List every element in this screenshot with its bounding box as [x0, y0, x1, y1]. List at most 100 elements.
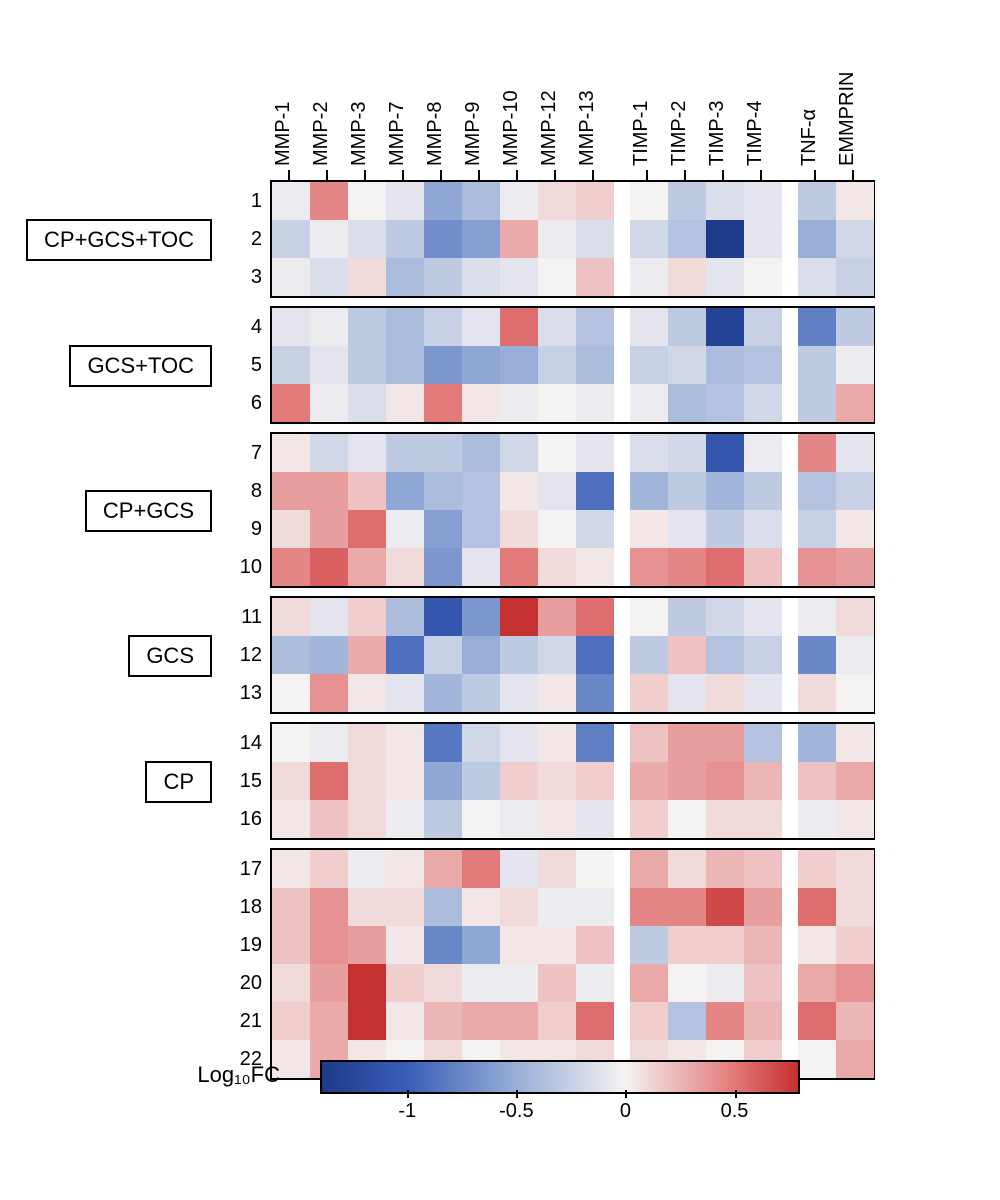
column-tick	[814, 170, 816, 180]
heatmap-cell	[462, 964, 500, 1002]
heatmap-cell	[744, 964, 782, 1002]
heatmap-cell	[386, 258, 424, 296]
heatmap-cell	[630, 724, 668, 762]
heatmap-cell	[462, 926, 500, 964]
row-label: 5	[222, 346, 262, 384]
heatmap-row: 18	[272, 888, 873, 926]
heatmap-cell	[706, 384, 744, 422]
heatmap-cell	[538, 800, 576, 838]
heatmap-cell	[744, 1002, 782, 1040]
column-label: EMMPRIN	[836, 72, 859, 166]
heatmap-cell	[462, 674, 500, 712]
heatmap-cell	[462, 510, 500, 548]
colorbar: Log₁₀FC -1-0.500.5	[320, 1060, 800, 1094]
heatmap-cell	[668, 510, 706, 548]
column-gap	[614, 964, 630, 1002]
heatmap-cell	[386, 598, 424, 636]
heatmap-cell	[272, 258, 310, 296]
column-tick	[554, 170, 556, 180]
heatmap-cell	[424, 800, 462, 838]
heatmap-cell	[798, 472, 836, 510]
heatmap-cell	[272, 598, 310, 636]
heatmap-cell	[836, 472, 874, 510]
heatmap-cell	[706, 888, 744, 926]
heatmap-cell	[744, 674, 782, 712]
heatmap-cell	[310, 762, 348, 800]
heatmap-cell	[668, 258, 706, 296]
heatmap-cell	[462, 724, 500, 762]
heatmap-cell	[668, 762, 706, 800]
heatmap-cell	[500, 182, 538, 220]
heatmap-cell	[424, 724, 462, 762]
heatmap-cell	[668, 850, 706, 888]
column-label: MMP-3	[348, 102, 371, 166]
heatmap-cell	[272, 220, 310, 258]
heatmap-cell	[744, 472, 782, 510]
heatmap-cell	[798, 346, 836, 384]
heatmap-cell	[798, 258, 836, 296]
heatmap-cell	[272, 850, 310, 888]
heatmap-cell	[836, 598, 874, 636]
heatmap-cell	[576, 434, 614, 472]
heatmap-cell	[272, 762, 310, 800]
heatmap-cell	[538, 762, 576, 800]
heatmap-cell	[348, 384, 386, 422]
heatmap-cell	[576, 762, 614, 800]
heatmap-cell	[576, 510, 614, 548]
heatmap-cell	[386, 308, 424, 346]
heatmap-cell	[668, 888, 706, 926]
heatmap-cell	[348, 346, 386, 384]
row-label: 19	[222, 926, 262, 964]
heatmap-block: 141516CP	[270, 722, 875, 840]
heatmap-cell	[744, 308, 782, 346]
heatmap-cell	[272, 182, 310, 220]
heatmap-cell	[310, 548, 348, 586]
heatmap-cell	[836, 724, 874, 762]
heatmap-cell	[798, 724, 836, 762]
heatmap-cell	[576, 308, 614, 346]
heatmap-cell	[500, 964, 538, 1002]
heatmap-cell	[668, 674, 706, 712]
column-gap	[782, 258, 798, 296]
heatmap-cell	[500, 308, 538, 346]
heatmap-cell	[500, 510, 538, 548]
column-tick	[288, 170, 290, 180]
heatmap-cell	[744, 220, 782, 258]
heatmap-cell	[798, 220, 836, 258]
heatmap-cell	[310, 724, 348, 762]
heatmap-cell	[462, 384, 500, 422]
heatmap-cell	[668, 636, 706, 674]
column-gap	[614, 434, 630, 472]
column-gap	[782, 1002, 798, 1040]
row-label: 18	[222, 888, 262, 926]
column-gap	[782, 510, 798, 548]
heatmap-cell	[538, 724, 576, 762]
heatmap-cell	[836, 762, 874, 800]
heatmap-cell	[706, 258, 744, 296]
heatmap-cell	[836, 1002, 874, 1040]
heatmap-cell	[630, 384, 668, 422]
heatmap-cell	[744, 434, 782, 472]
column-tick	[478, 170, 480, 180]
heatmap-cell	[310, 1002, 348, 1040]
heatmap-cell	[706, 308, 744, 346]
heatmap-cell	[424, 636, 462, 674]
heatmap-cell	[348, 964, 386, 1002]
heatmap-cell	[538, 964, 576, 1002]
heatmap-cell	[836, 258, 874, 296]
heatmap-cell	[386, 182, 424, 220]
heatmap-cell	[706, 674, 744, 712]
heatmap-cell	[386, 384, 424, 422]
heatmap-cell	[630, 220, 668, 258]
heatmap-cell	[630, 182, 668, 220]
heatmap-cell	[310, 800, 348, 838]
heatmap-cell	[630, 472, 668, 510]
heatmap-cell	[310, 346, 348, 384]
heatmap-cell	[706, 510, 744, 548]
heatmap-cell	[424, 434, 462, 472]
column-tick	[646, 170, 648, 180]
heatmap-cell	[500, 724, 538, 762]
heatmap-cell	[500, 888, 538, 926]
heatmap-cell	[576, 472, 614, 510]
heatmap-row: 12	[272, 636, 873, 674]
